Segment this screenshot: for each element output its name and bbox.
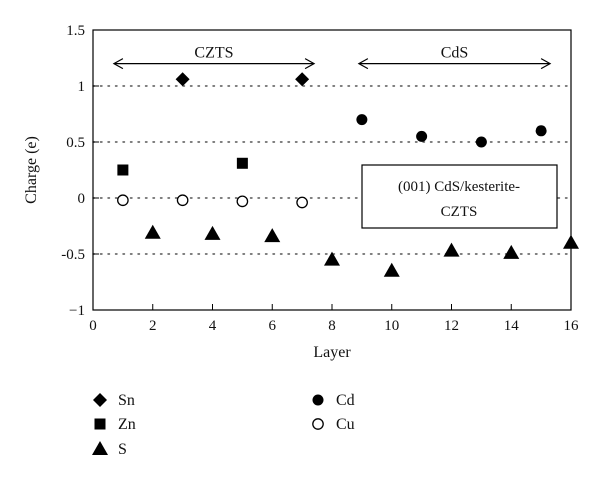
y-tick-label: -0.5 bbox=[61, 247, 85, 263]
point-zn bbox=[236, 157, 248, 169]
legend-label-s: S bbox=[118, 441, 127, 458]
point-s bbox=[324, 251, 340, 266]
legend-marker-cu bbox=[312, 418, 324, 430]
x-tick-label: 2 bbox=[149, 318, 157, 334]
y-axis-title: Charge (e) bbox=[23, 136, 40, 204]
point-s bbox=[204, 225, 221, 240]
x-tick-label: 10 bbox=[384, 318, 399, 334]
point-sn bbox=[175, 72, 190, 87]
y-tick-label: 1 bbox=[78, 79, 86, 95]
point-s bbox=[503, 244, 520, 259]
legend-label-zn: Zn bbox=[118, 416, 136, 433]
point-cu bbox=[236, 195, 249, 208]
point-s bbox=[383, 262, 400, 277]
x-tick-label: 14 bbox=[504, 318, 520, 334]
point-s bbox=[563, 234, 579, 249]
point-zn bbox=[117, 164, 129, 176]
point-cu bbox=[117, 194, 129, 207]
point-cd bbox=[356, 114, 368, 126]
point-sn bbox=[295, 72, 310, 87]
annotation-frame bbox=[361, 164, 558, 229]
region-arrowhead-right bbox=[304, 58, 316, 70]
data-points bbox=[117, 72, 579, 277]
legend-label-sn: Sn bbox=[118, 392, 135, 409]
region-arrowhead-left bbox=[112, 58, 124, 70]
legend-marker-s bbox=[92, 441, 108, 455]
annotation-box: (001) CdS/kesterite- CZTS bbox=[361, 164, 558, 229]
x-tick-label: 8 bbox=[328, 318, 336, 334]
y-tick-label: 1.5 bbox=[66, 23, 85, 39]
point-s bbox=[443, 242, 460, 257]
y-tick-label: 0.5 bbox=[66, 135, 85, 151]
legend-label-cu: Cu bbox=[336, 416, 355, 433]
y-tick-label: 0 bbox=[78, 191, 86, 207]
legend-label-cd: Cd bbox=[336, 392, 355, 409]
x-tick-label: 4 bbox=[209, 318, 217, 334]
point-s bbox=[264, 228, 281, 243]
x-tick-label: 6 bbox=[269, 318, 277, 334]
point-cu bbox=[176, 194, 189, 207]
annotation-line-1: (001) CdS/kesterite- bbox=[398, 179, 520, 195]
x-tick-label: 0 bbox=[89, 318, 97, 334]
point-cd bbox=[535, 125, 547, 137]
legend-marker-zn bbox=[94, 418, 106, 430]
region-label: CZTS bbox=[194, 45, 233, 62]
legend: Sn Zn S Cd Cu bbox=[92, 392, 355, 458]
point-s bbox=[144, 224, 161, 239]
point-cu bbox=[296, 196, 308, 209]
annotation-line-2: CZTS bbox=[441, 204, 478, 220]
region-label: CdS bbox=[441, 45, 469, 62]
legend-marker-sn bbox=[93, 393, 107, 407]
region-label-backing bbox=[187, 41, 240, 62]
x-axis-title: Layer bbox=[313, 344, 351, 361]
region-arrowhead-left bbox=[357, 58, 369, 70]
ticks: 0 2 4 6 8 10 12 14 16 −1 -0.5 0 0.5 1 1.5 bbox=[61, 23, 579, 334]
region-markers: CZTS CdS bbox=[112, 41, 552, 70]
region-label-backing bbox=[432, 41, 476, 62]
x-tick-label: 12 bbox=[444, 318, 459, 334]
y-tick-label: −1 bbox=[69, 303, 85, 319]
legend-marker-cd bbox=[312, 394, 324, 406]
x-tick-label: 16 bbox=[564, 318, 580, 334]
region-arrowhead-right bbox=[540, 58, 552, 70]
point-cd bbox=[416, 130, 428, 142]
point-cd bbox=[475, 136, 487, 148]
